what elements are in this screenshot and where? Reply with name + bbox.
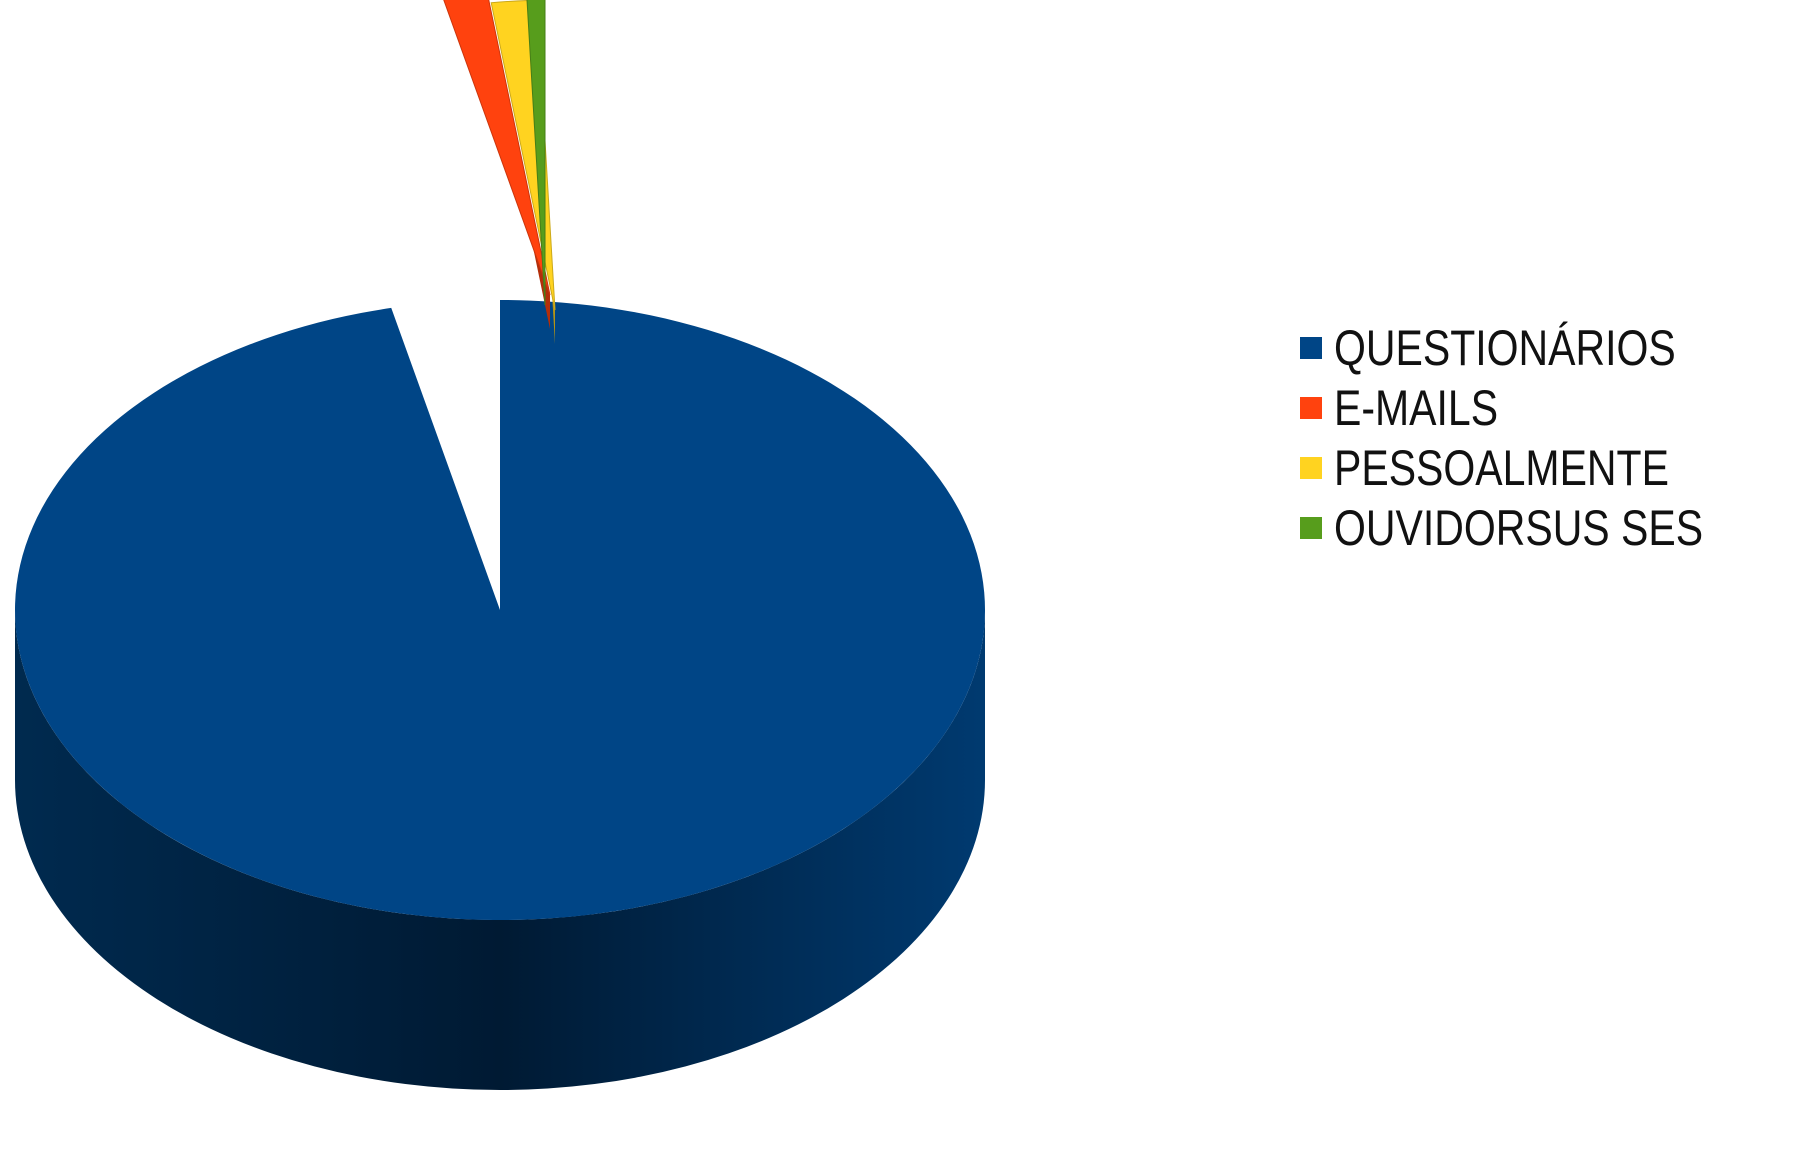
legend-item-0: QUESTIONÁRIOS [1300,318,1780,378]
legend-swatch-3 [1300,517,1322,539]
legend-swatch-2 [1300,457,1322,479]
legend-item-2: PESSOALMENTE [1300,438,1780,498]
legend-label-0: QUESTIONÁRIOS [1334,320,1676,376]
pie-slice-side-0 [15,610,985,1090]
pie-slice-0 [14,300,985,920]
legend-label-3: OUVIDORSUS SES [1334,500,1704,556]
chart-legend: QUESTIONÁRIOS E-MAILS PESSOALMENTE OUVID… [1300,318,1780,558]
pie-slice-3 [526,0,546,306]
legend-label-2: PESSOALMENTE [1334,440,1669,496]
legend-swatch-0 [1300,337,1322,359]
legend-item-3: OUVIDORSUS SES [1300,498,1780,558]
legend-label-1: E-MAILS [1334,380,1499,436]
legend-swatch-1 [1300,397,1322,419]
pie-slice-1 [443,0,551,296]
legend-item-1: E-MAILS [1300,378,1780,438]
